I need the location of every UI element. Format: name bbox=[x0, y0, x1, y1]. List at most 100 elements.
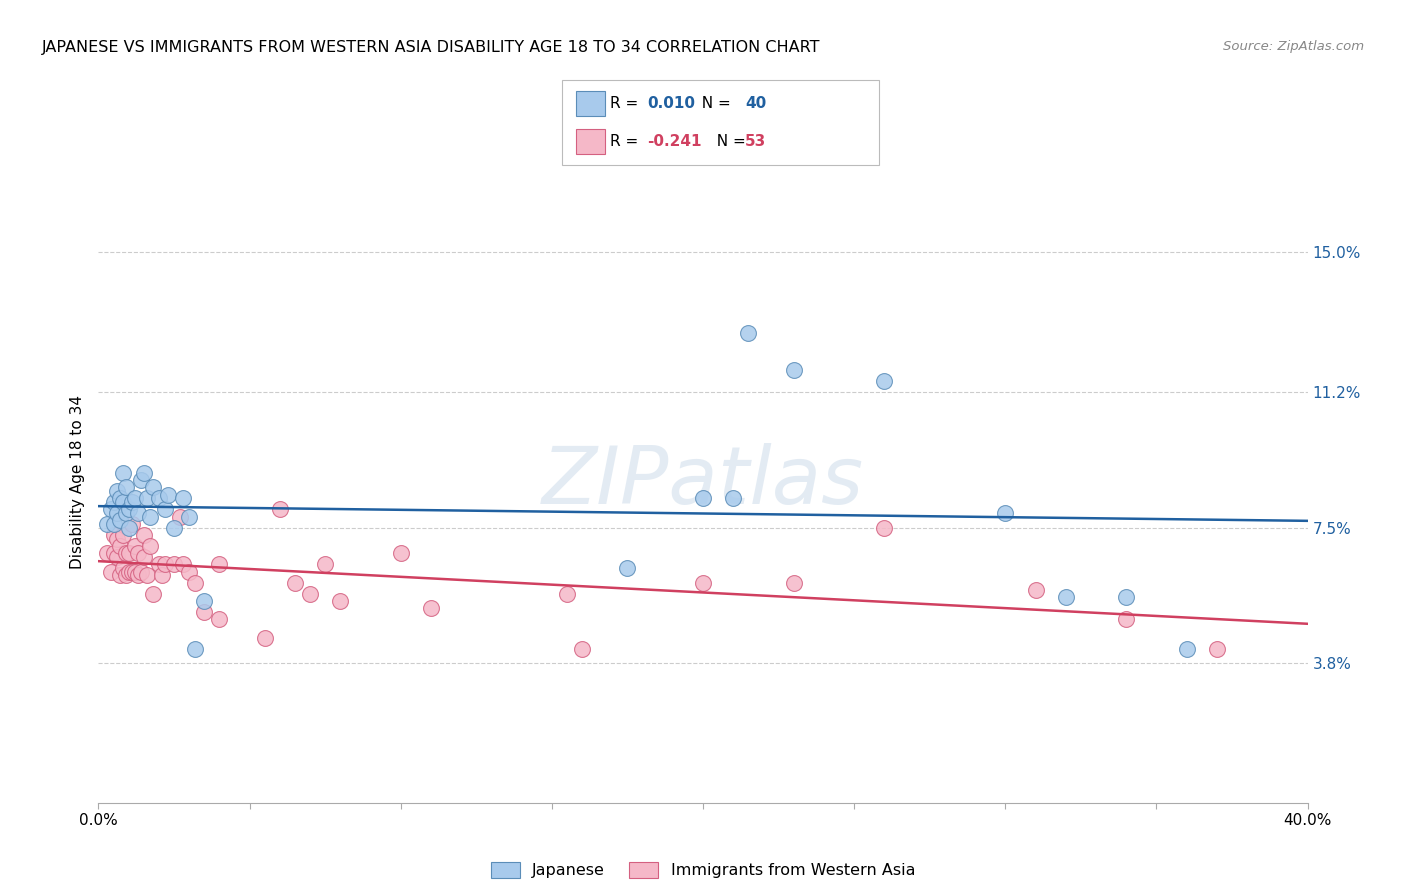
Point bbox=[108, 513, 131, 527]
Point bbox=[723, 491, 745, 506]
Point bbox=[184, 575, 207, 590]
Point bbox=[111, 495, 134, 509]
Point bbox=[1175, 641, 1198, 656]
Point bbox=[114, 480, 136, 494]
Point bbox=[105, 532, 128, 546]
Point bbox=[121, 516, 143, 531]
Point bbox=[169, 509, 191, 524]
Point bbox=[208, 612, 231, 626]
Text: 0.010: 0.010 bbox=[647, 96, 695, 111]
Point bbox=[103, 528, 125, 542]
Point bbox=[153, 502, 176, 516]
Point bbox=[124, 539, 146, 553]
Point bbox=[127, 568, 149, 582]
Text: R =: R = bbox=[610, 135, 644, 149]
Point bbox=[616, 561, 638, 575]
Point bbox=[108, 491, 131, 506]
Text: JAPANESE VS IMMIGRANTS FROM WESTERN ASIA DISABILITY AGE 18 TO 34 CORRELATION CHA: JAPANESE VS IMMIGRANTS FROM WESTERN ASIA… bbox=[42, 40, 821, 55]
Point bbox=[124, 565, 146, 579]
Point bbox=[96, 516, 118, 531]
Text: N =: N = bbox=[692, 96, 735, 111]
Text: ZIPatlas: ZIPatlas bbox=[541, 442, 865, 521]
Text: Source: ZipAtlas.com: Source: ZipAtlas.com bbox=[1223, 40, 1364, 54]
Point bbox=[129, 565, 152, 579]
Text: -0.241: -0.241 bbox=[647, 135, 702, 149]
Point bbox=[105, 549, 128, 564]
Point bbox=[692, 491, 714, 506]
Point bbox=[1206, 641, 1229, 656]
Point bbox=[389, 546, 412, 560]
Point bbox=[118, 565, 141, 579]
Point bbox=[193, 594, 215, 608]
Point bbox=[111, 528, 134, 542]
Point bbox=[132, 549, 155, 564]
Point bbox=[284, 575, 307, 590]
Point bbox=[118, 520, 141, 534]
Point bbox=[555, 586, 578, 600]
Point bbox=[873, 374, 896, 388]
Point bbox=[184, 641, 207, 656]
Point bbox=[135, 568, 157, 582]
Point bbox=[253, 631, 276, 645]
Point bbox=[148, 491, 170, 506]
Point bbox=[269, 502, 291, 516]
Point bbox=[105, 483, 128, 498]
Point bbox=[1054, 591, 1077, 605]
Point bbox=[873, 520, 896, 534]
Point bbox=[172, 491, 194, 506]
Point bbox=[737, 326, 759, 340]
Point bbox=[692, 575, 714, 590]
Point bbox=[1115, 591, 1137, 605]
Point bbox=[108, 568, 131, 582]
Point bbox=[118, 502, 141, 516]
Point bbox=[142, 586, 165, 600]
Point bbox=[111, 466, 134, 480]
Point bbox=[135, 491, 157, 506]
Point bbox=[139, 539, 162, 553]
Point bbox=[172, 558, 194, 572]
Text: R =: R = bbox=[610, 96, 644, 111]
Point bbox=[163, 520, 186, 534]
Point bbox=[148, 558, 170, 572]
Point bbox=[208, 558, 231, 572]
Point bbox=[314, 558, 336, 572]
Y-axis label: Disability Age 18 to 34: Disability Age 18 to 34 bbox=[70, 394, 86, 569]
Point bbox=[111, 561, 134, 575]
Point bbox=[114, 546, 136, 560]
Text: N =: N = bbox=[707, 135, 751, 149]
Point bbox=[783, 575, 806, 590]
Point bbox=[150, 568, 173, 582]
Point bbox=[571, 641, 593, 656]
Point bbox=[329, 594, 352, 608]
Point bbox=[179, 509, 201, 524]
Point bbox=[142, 480, 165, 494]
Point bbox=[153, 558, 176, 572]
Text: 40: 40 bbox=[745, 96, 766, 111]
Point bbox=[96, 546, 118, 560]
Point bbox=[193, 605, 215, 619]
Point bbox=[129, 473, 152, 487]
Point bbox=[121, 495, 143, 509]
Point bbox=[103, 516, 125, 531]
Point bbox=[105, 506, 128, 520]
Point bbox=[139, 509, 162, 524]
Point bbox=[127, 506, 149, 520]
Point bbox=[103, 495, 125, 509]
Point bbox=[114, 568, 136, 582]
Point bbox=[163, 558, 186, 572]
Point bbox=[118, 546, 141, 560]
Point bbox=[121, 565, 143, 579]
Point bbox=[1115, 612, 1137, 626]
Point bbox=[783, 363, 806, 377]
Point bbox=[132, 466, 155, 480]
Point bbox=[299, 586, 322, 600]
Text: 53: 53 bbox=[745, 135, 766, 149]
Legend: Japanese, Immigrants from Western Asia: Japanese, Immigrants from Western Asia bbox=[485, 855, 921, 885]
Point bbox=[156, 487, 179, 501]
Point bbox=[179, 565, 201, 579]
Point bbox=[994, 506, 1017, 520]
Point bbox=[124, 491, 146, 506]
Point bbox=[108, 539, 131, 553]
Point bbox=[100, 565, 122, 579]
Point bbox=[127, 546, 149, 560]
